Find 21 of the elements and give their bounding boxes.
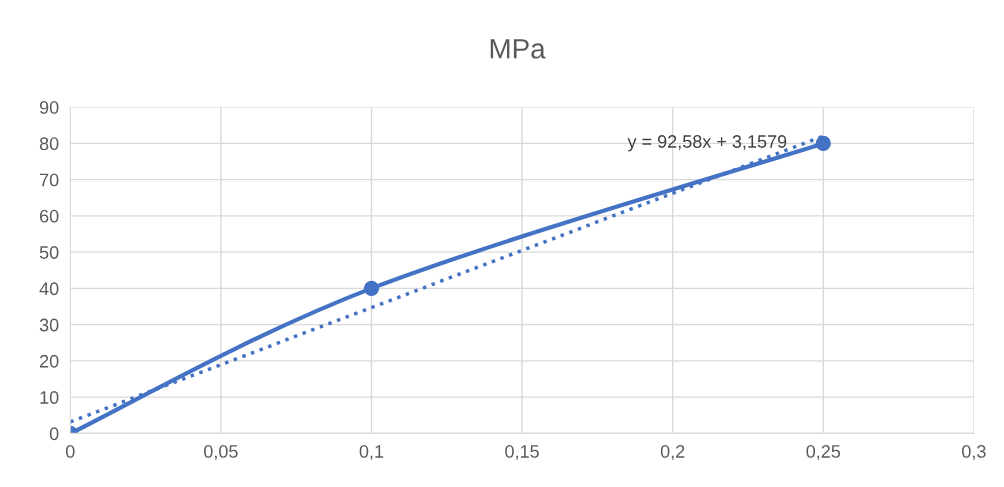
- y-tick-label: 80: [39, 137, 59, 151]
- y-tick-label: 90: [39, 101, 59, 114]
- y-tick-label: 50: [39, 246, 59, 259]
- point: [363, 280, 380, 297]
- x-tick-label: 0,2: [660, 445, 685, 460]
- x-tick-label: 0,25: [806, 445, 841, 460]
- x-tick-label: 0: [65, 445, 75, 458]
- y-tick-label: 70: [40, 173, 59, 187]
- annotation: y = 92,58x + 3,1579: [627, 135, 787, 152]
- y-tick-label: 10: [40, 391, 59, 404]
- x-tick-label: 0,3: [962, 445, 986, 460]
- y-tick-label: 60: [40, 209, 59, 223]
- y-tick-label: 0: [49, 427, 59, 441]
- x-tick-label: 0,05: [204, 445, 238, 460]
- y-tick-label: 20: [40, 354, 59, 368]
- x-tick-label: 0,1: [359, 445, 384, 460]
- y-tick-label: 40: [39, 282, 59, 296]
- x-tick-label: 0,15: [505, 445, 539, 460]
- chart-title: MPa: [490, 39, 546, 59]
- y-tick-label: 30: [39, 318, 59, 332]
- point: [815, 135, 831, 152]
